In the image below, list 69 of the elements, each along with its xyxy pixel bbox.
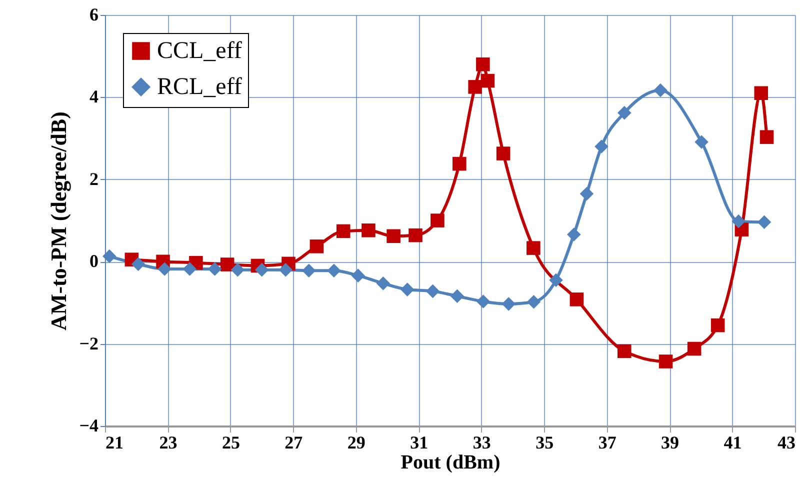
point — [220, 258, 234, 272]
point — [496, 146, 510, 160]
x-axis-title: Pout (dBm) — [400, 452, 500, 474]
point — [336, 224, 350, 238]
y-tick-label: 2 — [90, 168, 98, 189]
point — [760, 130, 774, 144]
point — [452, 156, 466, 171]
point — [182, 262, 197, 276]
point — [310, 240, 324, 254]
x-tick-label: 27 — [284, 432, 303, 452]
point — [376, 276, 390, 290]
x-tick-label: 23 — [159, 432, 178, 452]
point — [594, 140, 608, 154]
point — [710, 318, 725, 332]
point — [694, 135, 708, 149]
point — [400, 282, 414, 296]
point — [476, 294, 490, 308]
point — [254, 262, 269, 277]
y-axis-title: AM-to-PM (degree/dB) — [46, 112, 72, 330]
point — [386, 229, 400, 244]
point — [549, 273, 563, 287]
x-tick-label: 37 — [598, 432, 616, 452]
legend-label: CCL_eff — [157, 38, 242, 64]
point — [278, 262, 293, 277]
y-tick-label: 4 — [90, 86, 98, 107]
x-tick-label: 33 — [472, 432, 491, 452]
x-tick-label: 25 — [222, 432, 240, 452]
y-tick-label: −2 — [79, 333, 98, 354]
point — [426, 284, 440, 298]
y-tick-label: −4 — [79, 416, 98, 436]
point — [327, 264, 341, 278]
point — [757, 215, 772, 230]
point — [566, 228, 581, 242]
y-tick-label: 0 — [90, 251, 98, 272]
point — [468, 80, 482, 94]
point — [654, 83, 668, 98]
point — [208, 262, 222, 276]
legend-label: RCL_eff — [157, 74, 242, 100]
point — [102, 249, 116, 264]
point — [408, 228, 422, 242]
point — [754, 86, 768, 100]
point — [430, 214, 444, 228]
point — [450, 289, 464, 304]
point — [131, 257, 146, 271]
point — [526, 294, 541, 309]
x-tick-label: 35 — [536, 432, 554, 452]
point — [732, 214, 746, 228]
point — [687, 342, 702, 356]
point — [580, 186, 594, 201]
x-tick-label: 29 — [347, 432, 366, 452]
point — [302, 264, 316, 278]
point — [158, 262, 172, 276]
point — [502, 297, 516, 311]
point — [617, 106, 632, 120]
point — [526, 241, 540, 255]
point — [351, 268, 365, 282]
y-tick-label: 6 — [90, 4, 98, 24]
point — [617, 344, 632, 358]
point — [230, 262, 245, 277]
point — [570, 292, 584, 306]
point — [362, 223, 376, 238]
x-tick-label: 31 — [410, 432, 428, 452]
x-tick-label: 21 — [106, 432, 124, 452]
point — [480, 74, 495, 88]
x-tick-label: 39 — [661, 432, 680, 452]
x-tick-label: 43 — [778, 432, 796, 452]
point — [658, 354, 673, 368]
point — [476, 57, 490, 72]
x-tick-label: 41 — [724, 432, 742, 452]
